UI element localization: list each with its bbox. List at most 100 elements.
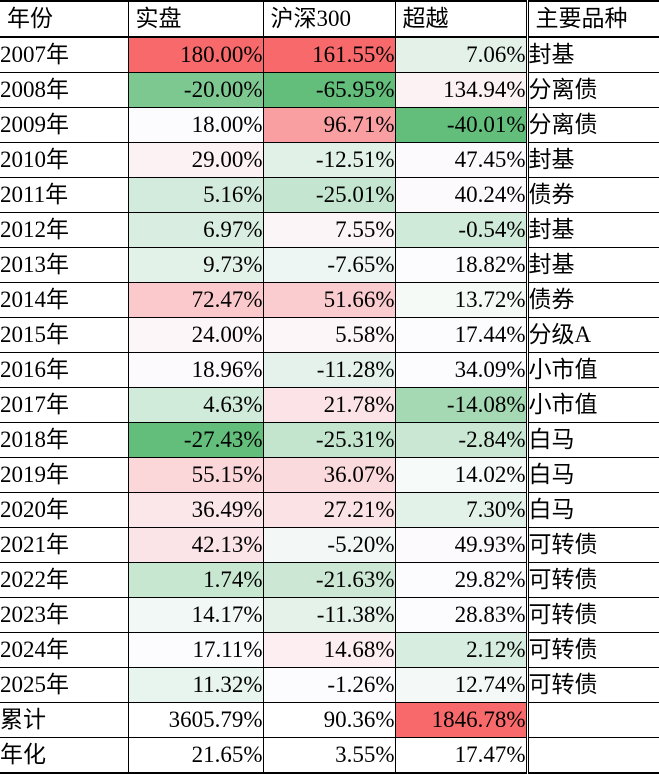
category-cell: 封基 [525,247,659,283]
hs300-cell: 27.21% [262,492,396,528]
excess-cell: 134.94% [394,72,528,108]
actual-cell: 72.47% [127,282,264,318]
actual-cell: 17.11% [127,632,264,668]
year-cell: 2020年 [0,492,129,528]
hs300-cell: 36.07% [262,457,396,493]
actual-cell: 24.00% [127,317,264,353]
excess-cell: 17.44% [394,317,528,353]
actual-cell: 180.00% [127,36,264,73]
year-cell: 2019年 [0,457,129,493]
category-cell: 可转债 [525,597,659,633]
excess-cell: 28.83% [394,597,528,633]
header-year: 年份 [0,0,129,38]
table-row: 年化 21.65% 3.55% 17.47% [0,737,659,774]
year-cell: 2009年 [0,107,129,143]
hs300-cell: -65.95% [262,72,396,108]
category-cell: 债券 [525,282,659,318]
table-row: 累计 3605.79% 90.36% 1846.78% [0,702,659,738]
category-cell: 小市值 [525,352,659,388]
category-cell: 分离债 [525,72,659,108]
table-row: 2015年 24.00% 5.58% 17.44% 分级A [0,317,659,353]
table-row: 2017年 4.63% 21.78% -14.08% 小市值 [0,387,659,423]
hs300-cell: 51.66% [262,282,396,318]
actual-cell: 11.32% [127,667,264,703]
header-actual: 实盘 [127,0,264,38]
year-cell: 2012年 [0,212,129,248]
table-row: 2011年 5.16% -25.01% 40.24% 债券 [0,177,659,213]
actual-cell: 6.97% [127,212,264,248]
actual-cell: -20.00% [127,72,264,108]
actual-cell: -27.43% [127,422,264,458]
year-cell: 2014年 [0,282,129,318]
table-row: 2024年 17.11% 14.68% 2.12% 可转债 [0,632,659,668]
table-row: 2008年 -20.00% -65.95% 134.94% 分离债 [0,72,659,108]
table-row: 2020年 36.49% 27.21% 7.30% 白马 [0,492,659,528]
excess-cell: 17.47% [394,737,528,774]
category-cell: 白马 [525,457,659,493]
table-row: 2022年 1.74% -21.63% 29.82% 可转债 [0,562,659,598]
category-cell: 小市值 [525,387,659,423]
table-row: 2013年 9.73% -7.65% 18.82% 封基 [0,247,659,283]
hs300-cell: -12.51% [262,142,396,178]
excess-cell: -14.08% [394,387,528,423]
actual-cell: 4.63% [127,387,264,423]
table-row: 2007年 180.00% 161.55% 7.06% 封基 [0,36,659,73]
year-cell: 2015年 [0,317,129,353]
actual-cell: 18.96% [127,352,264,388]
hs300-cell: 21.78% [262,387,396,423]
table-row: 2016年 18.96% -11.28% 34.09% 小市值 [0,352,659,388]
table-row: 2009年 18.00% 96.71% -40.01% 分离债 [0,107,659,143]
category-cell: 可转债 [525,527,659,563]
category-cell: 可转债 [525,667,659,703]
hs300-cell: -5.20% [262,527,396,563]
year-cell: 2021年 [0,527,129,563]
category-cell: 封基 [525,142,659,178]
excess-cell: 7.06% [394,36,528,73]
hs300-cell: 7.55% [262,212,396,248]
table-header: 年份 实盘 沪深300 超越 主要品种 [0,0,659,38]
hs300-cell: -1.26% [262,667,396,703]
actual-cell: 55.15% [127,457,264,493]
category-cell: 封基 [525,212,659,248]
header-category: 主要品种 [525,0,659,38]
excess-cell: 13.72% [394,282,528,318]
excess-cell: 49.93% [394,527,528,563]
actual-cell: 29.00% [127,142,264,178]
actual-cell: 5.16% [127,177,264,213]
category-cell: 封基 [525,36,659,73]
year-cell: 2022年 [0,562,129,598]
header-row: 年份 实盘 沪深300 超越 主要品种 [0,0,659,38]
hs300-cell: 5.58% [262,317,396,353]
excess-cell: 2.12% [394,632,528,668]
hs300-cell: -25.31% [262,422,396,458]
excess-cell: 34.09% [394,352,528,388]
excess-cell: -40.01% [394,107,528,143]
category-cell: 债券 [525,177,659,213]
year-cell: 累计 [0,702,129,738]
category-cell: 分级A [525,317,659,353]
header-excess: 超越 [394,0,528,38]
year-cell: 2025年 [0,667,129,703]
hs300-cell: -11.28% [262,352,396,388]
category-cell: 可转债 [525,562,659,598]
actual-cell: 14.17% [127,597,264,633]
category-cell [525,737,659,774]
excess-cell: 29.82% [394,562,528,598]
year-cell: 年化 [0,737,129,774]
excess-cell: 47.45% [394,142,528,178]
table-row: 2021年 42.13% -5.20% 49.93% 可转债 [0,527,659,563]
table-body: 2007年 180.00% 161.55% 7.06% 封基 2008年 -20.00% -6… [0,36,659,774]
table-row: 2019年 55.15% 36.07% 14.02% 白马 [0,457,659,493]
year-cell: 2008年 [0,72,129,108]
hs300-cell: 90.36% [262,702,396,738]
table-row: 2010年 29.00% -12.51% 47.45% 封基 [0,142,659,178]
actual-cell: 1.74% [127,562,264,598]
year-cell: 2007年 [0,36,129,73]
hs300-cell: -7.65% [262,247,396,283]
year-cell: 2024年 [0,632,129,668]
hs300-cell: -25.01% [262,177,396,213]
actual-cell: 18.00% [127,107,264,143]
header-hs300: 沪深300 [262,0,396,38]
excess-cell: 14.02% [394,457,528,493]
